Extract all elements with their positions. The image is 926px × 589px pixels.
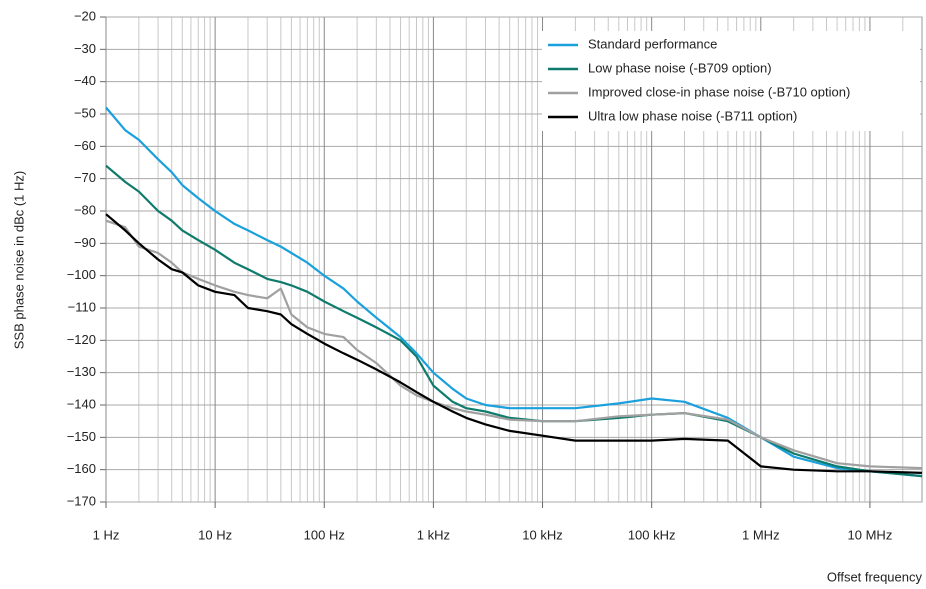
y-tick-label: −60: [74, 138, 96, 153]
y-tick-label: −70: [74, 170, 96, 185]
y-tick-label: −130: [67, 364, 96, 379]
x-tick-label: 100 kHz: [628, 527, 676, 542]
legend-label: Standard performance: [588, 36, 717, 51]
y-tick-label: −120: [67, 332, 96, 347]
y-tick-label: −170: [67, 493, 96, 508]
y-tick-label: −90: [74, 235, 96, 250]
x-tick-label: 10 MHz: [848, 527, 893, 542]
y-tick-label: −100: [67, 267, 96, 282]
y-tick-label: −30: [74, 41, 96, 56]
x-tick-label: 1 kHz: [417, 527, 450, 542]
series-line: [105, 219, 923, 470]
y-tick-label: −160: [67, 461, 96, 476]
x-axis-label: Offset frequency: [827, 569, 923, 584]
legend-label: Improved close-in phase noise (-B710 opt…: [588, 84, 850, 99]
legend-label: Ultra low phase noise (-B711 option): [588, 108, 797, 123]
y-tick-label: −140: [67, 396, 96, 411]
y-tick-label: −40: [74, 73, 96, 88]
x-tick-label: 1 MHz: [742, 527, 780, 542]
y-axis-label: SSB phase noise in dBc (1 Hz): [11, 171, 26, 349]
y-tick-label: −20: [74, 8, 96, 23]
series-line: [105, 106, 923, 478]
legend: Standard performance Low phase noise (-B7…: [542, 31, 920, 131]
y-tick-label: −50: [74, 105, 96, 120]
x-tick-label: 10 kHz: [522, 527, 562, 542]
x-tick-label: 1 Hz: [93, 527, 120, 542]
legend-box: [542, 31, 920, 131]
y-tick-label: −150: [67, 429, 96, 444]
x-tick-label: 10 Hz: [198, 527, 232, 542]
y-tick-label: −80: [74, 202, 96, 217]
y-tick-label: −110: [68, 299, 96, 314]
legend-label: Low phase noise (-B709 option): [588, 60, 772, 75]
series-line: [105, 213, 923, 474]
x-tick-label: 100 Hz: [304, 527, 345, 542]
